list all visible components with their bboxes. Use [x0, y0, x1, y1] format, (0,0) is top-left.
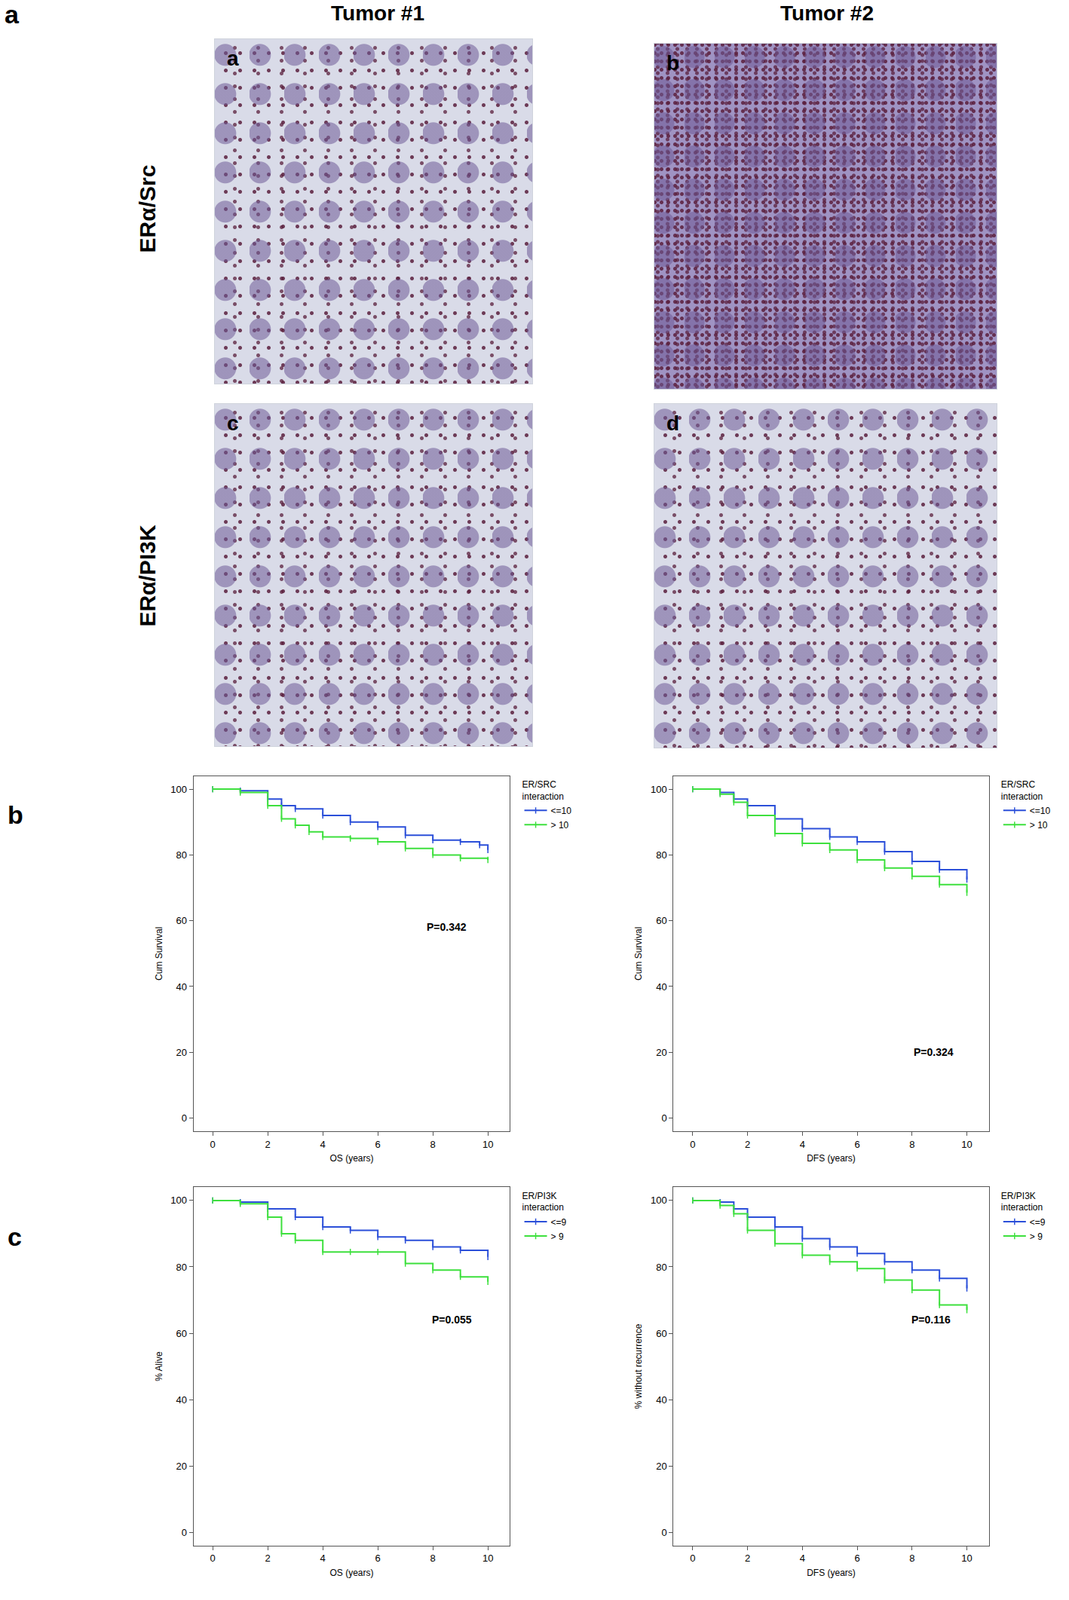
svg-text:6: 6 — [854, 1552, 860, 1565]
svg-text:OS (years): OS (years) — [330, 1568, 374, 1579]
svg-text:6: 6 — [854, 1139, 860, 1151]
svg-text:0: 0 — [689, 1139, 696, 1151]
svg-text:ER/SRCinteraction: ER/SRCinteraction — [1001, 779, 1043, 803]
html-text:c: c — [7, 1222, 22, 1252]
svg-text:<=9: <=9 — [1029, 1217, 1046, 1229]
svg-text:ER/PI3Kinteraction: ER/PI3Kinteraction — [522, 1191, 564, 1214]
svg-text:> 9: > 9 — [1029, 1231, 1043, 1243]
svg-text:4: 4 — [799, 1139, 806, 1151]
svg-text:20: 20 — [655, 1461, 667, 1473]
svg-text:2: 2 — [265, 1552, 271, 1565]
svg-text:40: 40 — [176, 980, 187, 993]
svg-text:ER/PI3Kinteraction: ER/PI3Kinteraction — [1001, 1191, 1043, 1214]
svg-text:0: 0 — [661, 1112, 668, 1125]
svg-text:2: 2 — [265, 1139, 271, 1151]
svg-text:20: 20 — [655, 1047, 667, 1059]
svg-text:Cum Survival: Cum Survival — [153, 927, 165, 981]
svg-text:8: 8 — [430, 1139, 436, 1151]
svg-text:<=9: <=9 — [551, 1217, 567, 1229]
svg-text:40: 40 — [655, 1394, 667, 1406]
svg-text:8: 8 — [909, 1552, 915, 1565]
svg-text:80: 80 — [176, 1261, 187, 1273]
svg-text:% without recurrence: % without recurrence — [633, 1323, 644, 1409]
svg-text:0: 0 — [210, 1552, 216, 1565]
svg-text:10: 10 — [482, 1552, 494, 1565]
svg-text:60: 60 — [655, 1328, 667, 1340]
svg-text:0: 0 — [210, 1139, 216, 1151]
svg-text:80: 80 — [655, 1261, 667, 1273]
html-text:c: c — [226, 411, 239, 435]
svg-text:10: 10 — [482, 1139, 494, 1151]
svg-text:100: 100 — [650, 1194, 668, 1207]
html-text:a: a — [4, 0, 19, 29]
svg-text:60: 60 — [176, 1328, 187, 1340]
html-text:ERα/PI3K: ERα/PI3K — [134, 525, 160, 627]
svg-text:P=0.116: P=0.116 — [911, 1314, 951, 1327]
svg-text:40: 40 — [655, 980, 667, 993]
svg-text:0: 0 — [661, 1527, 668, 1539]
html-text:ERα/Src: ERα/Src — [134, 164, 160, 253]
svg-text:2: 2 — [744, 1139, 751, 1151]
svg-text:100: 100 — [170, 784, 187, 796]
svg-text:60: 60 — [176, 915, 187, 927]
html-text:d: d — [666, 411, 680, 435]
svg-text:P=0.055: P=0.055 — [431, 1314, 472, 1327]
svg-text:80: 80 — [655, 849, 667, 861]
svg-text:4: 4 — [320, 1552, 326, 1565]
svg-text:> 10: > 10 — [1029, 820, 1048, 831]
svg-text:10: 10 — [961, 1552, 972, 1565]
svg-text:OS (years): OS (years) — [330, 1153, 374, 1164]
html-text:Tumor #1: Tumor #1 — [330, 1, 425, 25]
svg-text:100: 100 — [170, 1194, 187, 1207]
svg-text:Cum Survival: Cum Survival — [633, 927, 644, 981]
svg-text:DFS (years): DFS (years) — [806, 1153, 856, 1164]
html-text:b: b — [7, 800, 24, 830]
svg-text:DFS (years): DFS (years) — [806, 1568, 856, 1579]
svg-text:0: 0 — [181, 1527, 187, 1539]
svg-text:P=0.342: P=0.342 — [426, 921, 467, 934]
svg-text:40: 40 — [176, 1394, 187, 1406]
svg-text:<=10: <=10 — [1029, 805, 1051, 817]
html-text:a: a — [226, 46, 239, 71]
svg-text:% Alive: % Alive — [153, 1351, 165, 1382]
svg-text:8: 8 — [909, 1139, 915, 1151]
svg-text:> 10: > 10 — [551, 820, 570, 831]
svg-text:20: 20 — [176, 1047, 187, 1059]
svg-text:10: 10 — [961, 1139, 972, 1151]
svg-text:100: 100 — [650, 784, 668, 796]
svg-text:> 9: > 9 — [551, 1231, 564, 1243]
svg-text:0: 0 — [689, 1552, 696, 1565]
svg-text:80: 80 — [176, 849, 187, 861]
svg-text:P=0.324: P=0.324 — [913, 1046, 954, 1059]
html-text:Tumor #2: Tumor #2 — [780, 1, 874, 25]
svg-text:20: 20 — [176, 1461, 187, 1473]
svg-text:0: 0 — [181, 1112, 187, 1125]
svg-text:4: 4 — [320, 1139, 326, 1151]
svg-text:6: 6 — [375, 1139, 381, 1151]
svg-text:ER/SRCinteraction: ER/SRCinteraction — [522, 779, 564, 803]
svg-text:60: 60 — [655, 915, 667, 927]
svg-text:2: 2 — [744, 1552, 751, 1565]
svg-text:4: 4 — [799, 1552, 806, 1565]
svg-text:8: 8 — [430, 1552, 436, 1565]
svg-text:<=10: <=10 — [551, 805, 573, 817]
html-text:b: b — [666, 51, 680, 75]
svg-text:6: 6 — [375, 1552, 381, 1565]
